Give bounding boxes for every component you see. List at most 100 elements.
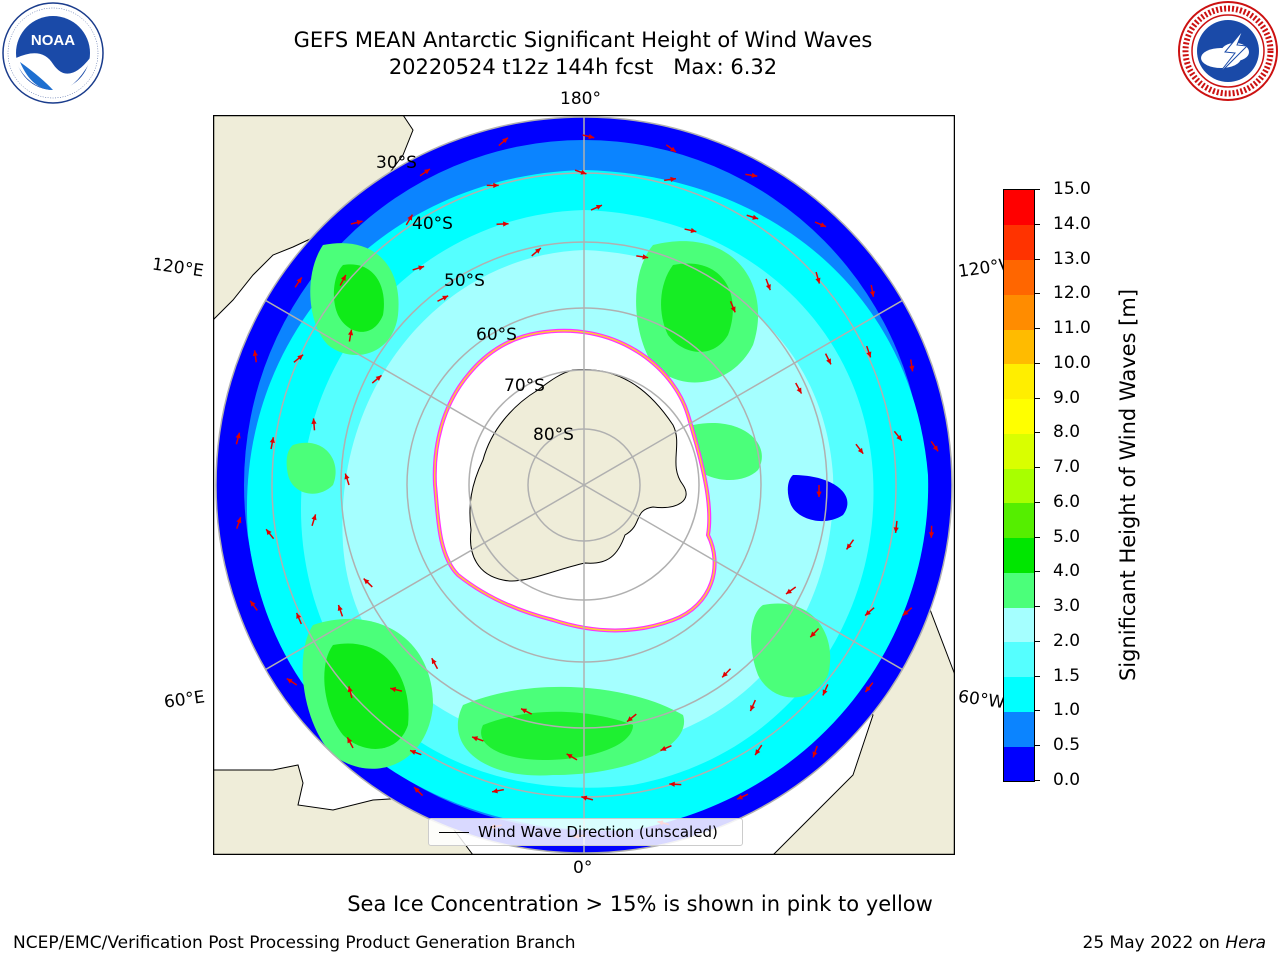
colorbar-segment — [1004, 294, 1034, 330]
wave-direction-arrow — [581, 795, 594, 801]
wave-direction-arrow — [729, 300, 736, 313]
wave-direction-arrow — [347, 329, 354, 342]
colorbar-segment — [1004, 224, 1034, 260]
legend-line-swatch — [439, 832, 469, 833]
wave-direction-arrow — [845, 539, 855, 550]
colorbar-tick-label: 3.0 — [1053, 596, 1081, 617]
colorbar-segment — [1004, 363, 1034, 400]
colorbar-tick-label: 7.0 — [1053, 457, 1081, 478]
wind-wave-direction-arrows — [235, 133, 939, 839]
lat-label-60s: 60°S — [476, 325, 517, 345]
colorbar-segment — [1004, 746, 1034, 782]
wave-direction-arrow — [496, 221, 509, 227]
wave-direction-arrow — [660, 745, 672, 752]
wave-direction-arrow — [665, 144, 677, 153]
wave-direction-arrow — [419, 168, 431, 177]
wave-direction-arrow — [471, 736, 484, 742]
wave-direction-arrow — [491, 788, 505, 794]
plot-title-line1: GEFS MEAN Antarctic Significant Height o… — [293, 28, 873, 52]
wave-direction-arrow — [582, 133, 595, 140]
colorbar-segment — [1004, 572, 1034, 608]
colorbar-tick-mark — [1034, 258, 1040, 260]
colorbar-tick-label: 10.0 — [1053, 352, 1091, 373]
colorbar-tick-mark — [1034, 467, 1040, 469]
wave-direction-arrow — [412, 265, 425, 271]
wave-direction-arrow — [869, 284, 876, 297]
wave-direction-arrow — [902, 607, 913, 617]
colorbar-label-text: Significant Height of Wind Waves [m] — [1116, 288, 1140, 682]
lat-label-30s: 30°S — [376, 153, 417, 173]
colorbar-segment — [1004, 711, 1034, 747]
wave-direction-arrow — [390, 687, 403, 693]
wave-direction-arrow — [413, 786, 424, 797]
wave-direction-arrow — [339, 274, 347, 286]
lon-label-60e: 60°E — [162, 687, 207, 713]
wave-direction-arrow — [344, 473, 350, 486]
footer-system: Hera — [1225, 933, 1266, 953]
wave-direction-arrow — [311, 418, 317, 431]
antarctic-wave-map: Wind Wave Direction (unscaled) — [212, 114, 956, 856]
wave-direction-arrow — [812, 745, 818, 758]
noaa-logo-text: NOAA — [31, 32, 75, 49]
colorbar-tick-mark — [1034, 432, 1040, 434]
colorbar-tick-mark — [1034, 571, 1040, 573]
colorbar-tick-mark — [1034, 189, 1040, 190]
wave-direction-arrow — [311, 514, 317, 527]
wave-direction-arrow — [269, 437, 275, 450]
wave-direction-arrow — [746, 214, 759, 220]
wave-direction-arrow — [236, 517, 242, 529]
wave-direction-arrow — [409, 749, 422, 756]
wave-direction-arrow — [809, 628, 820, 638]
wave-direction-arrow — [626, 713, 637, 723]
wave-height-patches — [286, 241, 848, 776]
plot-title-line2: 20220524 t12z 144h fcst Max: 6.32 — [388, 55, 778, 79]
colorbar-tick-label: 13.0 — [1053, 248, 1091, 269]
wave-direction-arrow — [294, 276, 303, 288]
colorbar-segment — [1004, 468, 1034, 504]
wave-direction-arrow — [295, 612, 302, 625]
map-legend: Wind Wave Direction (unscaled) — [428, 818, 743, 846]
wave-direction-arrow — [669, 781, 682, 787]
wave-direction-arrow — [286, 677, 298, 686]
wave-direction-arrow — [235, 432, 241, 445]
wave-direction-arrow — [531, 247, 542, 257]
antarctica-land — [469, 368, 687, 582]
lat-label-50s: 50°S — [444, 271, 485, 291]
footer-credit: NCEP/EMC/Verification Post Processing Pr… — [13, 933, 576, 953]
wave-direction-arrow — [909, 359, 915, 372]
wave-direction-arrow — [371, 374, 382, 384]
wave-direction-arrow — [350, 219, 363, 226]
lon-label-60w: 60°W — [956, 686, 1007, 714]
colorbar-tick-label: 11.0 — [1053, 318, 1091, 339]
colorbar-segment — [1004, 537, 1034, 573]
colorbar-tick-label: 0.0 — [1053, 770, 1081, 790]
wave-direction-arrow — [347, 686, 353, 699]
footer-date: 25 May 2022 on Hera — [1083, 933, 1267, 953]
wave-direction-arrow — [855, 443, 864, 455]
colorbar-tick-mark — [1034, 362, 1040, 364]
colorbar-tick-label: 2.0 — [1053, 630, 1081, 651]
footer-date-text: 25 May 2022 on — [1082, 933, 1226, 953]
wave-direction-arrow — [252, 350, 258, 363]
wave-direction-arrow — [815, 271, 821, 284]
colorbar-tick-mark — [1034, 536, 1040, 538]
lon-label-0: 0° — [573, 858, 593, 878]
colorbar-tick-label: 8.0 — [1053, 422, 1081, 443]
wave-direction-arrow — [486, 182, 499, 188]
lon-label-180: 180° — [560, 89, 601, 109]
colorbar-tick-mark — [1034, 780, 1040, 781]
wave-direction-arrow — [785, 586, 797, 595]
colorbar-segment — [1004, 398, 1034, 434]
noaa-logo: NOAA — [2, 2, 104, 104]
colorbar-tick-mark — [1034, 745, 1040, 747]
colorbar — [1003, 189, 1035, 782]
lat-label-70s: 70°S — [504, 376, 545, 396]
wave-direction-arrow — [431, 657, 439, 670]
wave-direction-arrow — [498, 137, 509, 147]
wave-direction-arrow — [765, 278, 771, 291]
wave-direction-arrow — [814, 221, 827, 228]
wave-direction-arrow — [795, 382, 803, 394]
colorbar-segment — [1004, 190, 1034, 226]
sea-ice-note: Sea Ice Concentration > 15% is shown in … — [347, 892, 933, 916]
wave-direction-arrow — [249, 600, 258, 611]
